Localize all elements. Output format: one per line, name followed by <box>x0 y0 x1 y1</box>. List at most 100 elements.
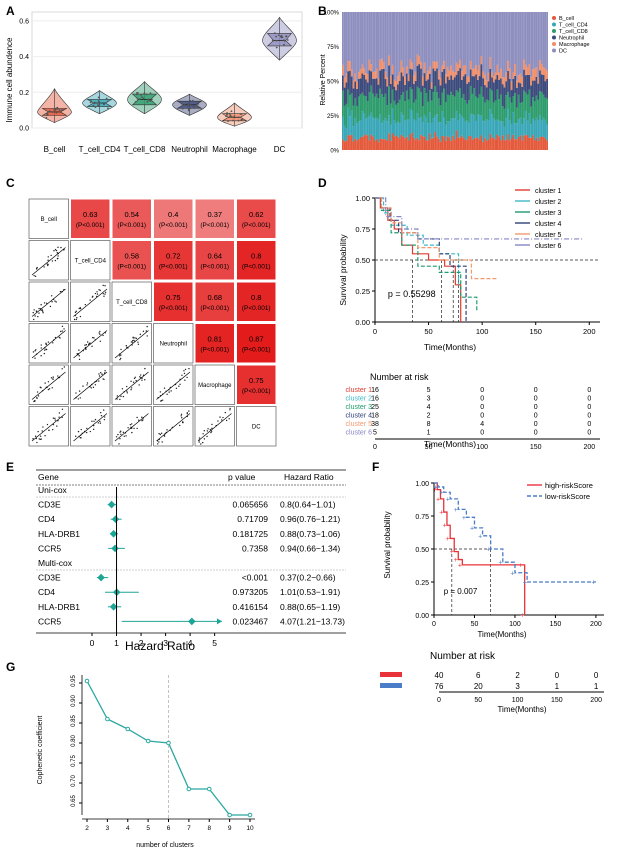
bar-seg-Macrophage <box>388 55 390 66</box>
bar-seg-Neutrophil <box>430 88 433 101</box>
bar-seg-B_cell <box>343 141 346 150</box>
scatter-point <box>120 433 122 436</box>
bar-seg-Neutrophil <box>443 68 445 89</box>
bar-seg-Macrophage <box>471 68 474 77</box>
bar-seg-Macrophage <box>402 67 405 77</box>
x-tick-label: 2 <box>139 638 144 648</box>
scatter-point <box>34 315 36 317</box>
bar-seg-Macrophage <box>539 59 541 71</box>
bar-seg-B_cell <box>421 136 424 150</box>
bar-seg-DC <box>544 12 547 69</box>
x-tick-label: 0 <box>90 638 95 648</box>
censor-mark: + <box>510 570 514 577</box>
scatter-point <box>48 429 50 431</box>
bar-seg-Macrophage <box>381 58 383 70</box>
bar-seg-B_cell <box>384 139 387 150</box>
bar-seg-T_cell_CD4 <box>373 118 376 141</box>
point-Macrophage <box>226 112 228 114</box>
bar-seg-B_cell <box>425 140 428 150</box>
scatter-point <box>99 340 102 343</box>
bar-seg-B_cell <box>533 140 536 150</box>
bar-seg-B_cell <box>482 141 485 150</box>
x-tick-label: 150 <box>550 621 562 628</box>
bar-seg-DC <box>537 12 540 78</box>
scatter-point <box>207 428 209 430</box>
point-B_cell <box>51 111 54 113</box>
x-tick-label: 100 <box>509 621 521 628</box>
bar-seg-Macrophage <box>382 61 385 70</box>
bar-seg-T_cell_CD8 <box>366 100 369 118</box>
x-axis-label: Time(Months) <box>424 342 476 352</box>
bar-seg-Neutrophil <box>423 73 426 89</box>
scatter-point <box>91 420 93 422</box>
bar-seg-Neutrophil <box>434 71 437 87</box>
bar-seg-T_cell_CD4 <box>546 124 548 141</box>
scatter-point <box>117 433 119 436</box>
bar-seg-T_cell_CD8 <box>352 105 355 127</box>
bar-seg-B_cell <box>381 138 383 150</box>
bar-seg-Neutrophil <box>437 79 440 99</box>
hr-cell: 0.96(0.76−1.21) <box>280 514 340 524</box>
bar-seg-Macrophage <box>535 67 538 77</box>
scatter-point <box>54 248 57 251</box>
bar-seg-T_cell_CD4 <box>365 118 367 135</box>
bar-seg-T_cell_CD8 <box>485 99 488 120</box>
bar-seg-T_cell_CD8 <box>388 86 390 116</box>
scatter-point <box>206 435 208 438</box>
point-Macrophage <box>230 115 233 118</box>
bar-seg-T_cell_CD4 <box>429 112 431 134</box>
point-T_cell_CD8 <box>140 94 142 96</box>
scatter-point <box>98 332 100 334</box>
bar-seg-Neutrophil <box>416 65 419 87</box>
scatter-point <box>125 345 128 347</box>
bar-seg-Neutrophil <box>532 80 534 98</box>
scatter-point <box>73 318 76 321</box>
bar-seg-Macrophage <box>464 65 467 75</box>
bar-seg-B_cell <box>484 137 486 150</box>
scatter-point <box>43 352 46 355</box>
scatter-point <box>104 293 106 295</box>
bar-seg-T_cell_CD8 <box>411 89 414 111</box>
scatter-point <box>75 435 77 437</box>
bar-seg-Macrophage <box>434 62 437 72</box>
bar-seg-DC <box>453 12 456 73</box>
scatter-point <box>224 411 227 414</box>
bar-seg-B_cell <box>407 140 410 150</box>
bar-seg-Macrophage <box>443 61 445 69</box>
correlation-matrix-svg: B_cell 0.63 (P<0.001) 0.54 (P<0.001) 0.4 (P<0.… <box>28 198 277 447</box>
bar-seg-T_cell_CD4 <box>498 120 501 137</box>
bar-seg-Neutrophil <box>414 80 417 100</box>
scatter-point <box>135 337 138 340</box>
corr-cell <box>236 323 277 364</box>
bar-seg-T_cell_CD4 <box>343 125 346 142</box>
bar-seg-Macrophage <box>519 73 522 84</box>
scatter-point <box>179 383 181 386</box>
bar-seg-B_cell <box>436 136 438 150</box>
x-tick-label: 7 <box>187 825 191 832</box>
scatter-point <box>184 368 187 371</box>
scatter-point <box>93 337 95 339</box>
bar-seg-Neutrophil <box>436 68 438 93</box>
risk-cell: 1 <box>427 430 431 437</box>
censor-mark: + <box>462 515 466 522</box>
bar-seg-T_cell_CD4 <box>450 118 453 141</box>
bar-seg-DC <box>510 12 513 82</box>
legend-dot-Neutrophil <box>552 35 556 40</box>
bar-seg-DC <box>430 12 433 83</box>
bar-seg-T_cell_CD4 <box>452 118 454 136</box>
bar-seg-Macrophage <box>389 75 392 84</box>
bar-seg-T_cell_CD4 <box>381 123 383 139</box>
scatter-point <box>47 341 50 343</box>
point-T_cell_CD8 <box>149 100 152 102</box>
scatter-point <box>46 423 49 426</box>
bar-seg-T_cell_CD4 <box>407 119 410 141</box>
bar-seg-T_cell_CD8 <box>434 86 437 116</box>
corr-pvalue: (P<0.001) <box>242 305 271 312</box>
risk-table-svg: Time(Months) 40 6 2 0 076 20 3 1 10 50 100 150 200 <box>380 671 604 714</box>
fit-line <box>31 330 66 359</box>
scatter-point <box>120 395 122 398</box>
risk-cell: 0 <box>587 396 591 403</box>
scatter-point <box>160 400 162 402</box>
bar-seg-DC <box>368 12 371 60</box>
pvalue-cell: 0.065656 <box>233 500 269 510</box>
